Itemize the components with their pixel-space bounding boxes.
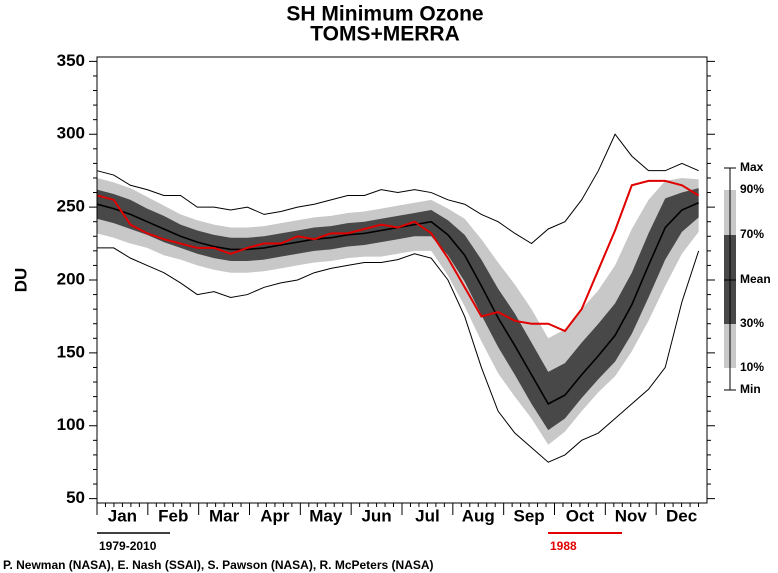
legend-label: 10% [740, 360, 764, 374]
legend-label: Min [740, 382, 761, 396]
y-tick-label: 200 [57, 269, 85, 288]
series-line [96, 179, 700, 333]
y-tick-label: 100 [57, 415, 85, 434]
legend-label: 90% [740, 182, 764, 196]
x-tick-label: Oct [566, 506, 595, 525]
legend-label: Mean [740, 272, 771, 286]
x-tick-label: Aug [462, 506, 495, 525]
x-tick-label: Feb [158, 506, 188, 525]
x-tick-label: Jun [361, 506, 391, 525]
credit: P. Newman (NASA), E. Nash (SSAI), S. Paw… [3, 558, 434, 572]
x-tick-label: May [309, 506, 343, 525]
y-tick-label: 150 [57, 342, 85, 361]
series-line [96, 133, 699, 245]
x-tick-label: Nov [615, 506, 648, 525]
climatology-label: 1979-2010 [99, 539, 157, 553]
y-tick-label: 250 [57, 197, 85, 216]
y-axis-label: DU [11, 268, 30, 293]
legend-label: 70% [740, 227, 764, 241]
x-tick-label: Mar [209, 506, 240, 525]
series-line [97, 247, 700, 463]
x-tick-label: Jan [108, 506, 137, 525]
year-label: 1988 [550, 539, 577, 553]
y-tick-label: 300 [57, 124, 85, 143]
y-tick-label: 50 [66, 488, 85, 507]
chart-title: SH Minimum Ozone [286, 3, 483, 26]
x-tick-label: Jul [415, 506, 440, 525]
legend-label: 30% [740, 316, 764, 330]
x-tick-label: Sep [513, 506, 544, 525]
x-tick-label: Apr [260, 506, 290, 525]
x-tick-label: Dec [666, 506, 697, 525]
chart-subtitle: TOMS+MERRA [310, 23, 460, 46]
y-tick-label: 350 [57, 51, 85, 70]
legend-label: Max [740, 160, 764, 174]
